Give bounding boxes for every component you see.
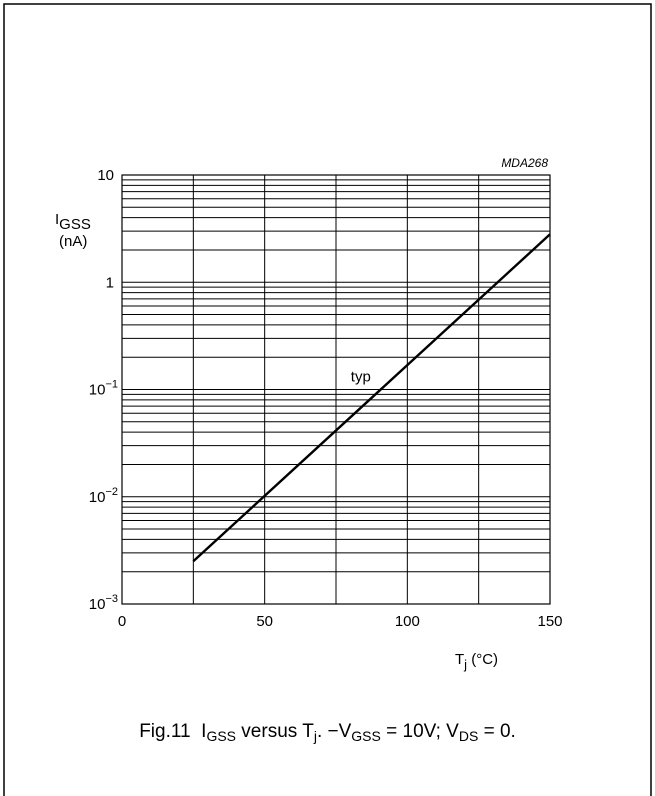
x-tick-label: 0 <box>118 613 126 630</box>
y-tick-label: 10 <box>97 167 114 184</box>
y-axis-label-sub: GSS <box>59 216 91 233</box>
y-axis-label: IGSS (nA) <box>55 211 91 250</box>
svg-text:Tj (°C): Tj (°C) <box>455 651 498 672</box>
x-axis-label: Tj (°C) <box>455 651 498 672</box>
y-axis-label-base: I <box>55 211 59 228</box>
figure-code: MDA268 <box>501 156 548 170</box>
x-tick-label: 150 <box>537 613 562 630</box>
y-tick-label: 10−1 <box>89 379 118 399</box>
x-axis-label-unit: (°C) <box>467 651 498 668</box>
series-line-typ <box>192 233 551 563</box>
x-tick-label: 100 <box>395 613 420 630</box>
y-tick-label: 1 <box>106 274 114 291</box>
x-axis-label-sub: j <box>463 657 467 672</box>
tick-labels: 0 50 100 150 10 1 10−1 10−2 10−3 <box>89 167 563 630</box>
grid <box>122 175 550 604</box>
x-tick-label: 50 <box>256 613 273 630</box>
series-label: typ <box>351 368 371 385</box>
x-axis-label-base: T <box>455 651 464 668</box>
caption-fig-number: Fig.11 <box>139 721 191 742</box>
y-tick-label: 10−2 <box>89 486 118 506</box>
plot-border <box>121 174 551 605</box>
svg-text:IGSS: IGSS <box>55 211 91 233</box>
series: typ <box>192 233 551 563</box>
y-axis-unit: (nA) <box>59 233 87 250</box>
figure-caption: Fig.11 IGSS versus Tj. −VGSS = 10V; VDS … <box>0 721 655 743</box>
y-tick-label: 10−3 <box>89 593 118 613</box>
caption-text: IGSS versus Tj. −VGSS = 10V; VDS = 0. <box>201 721 516 744</box>
plot-frame <box>121 174 551 605</box>
